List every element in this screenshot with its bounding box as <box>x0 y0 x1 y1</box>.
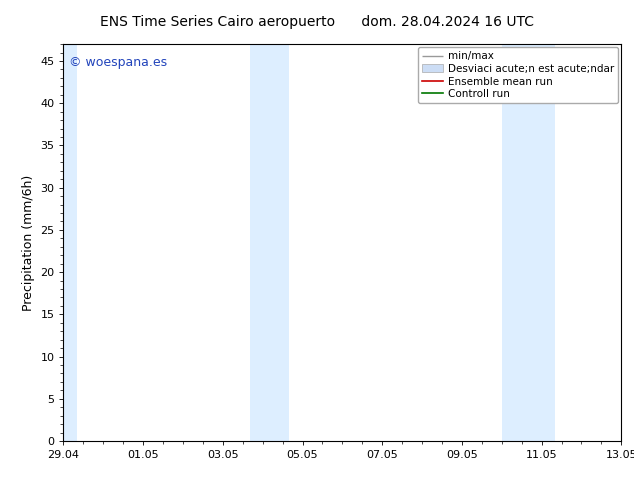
Legend: min/max, Desviaci acute;n est acute;ndar, Ensemble mean run, Controll run: min/max, Desviaci acute;n est acute;ndar… <box>418 47 618 103</box>
Bar <box>501 44 555 441</box>
Bar <box>63 44 77 441</box>
Text: ENS Time Series Cairo aeropuerto      dom. 28.04.2024 16 UTC: ENS Time Series Cairo aeropuerto dom. 28… <box>100 15 534 29</box>
Text: © woespana.es: © woespana.es <box>69 56 167 69</box>
Y-axis label: Precipitation (mm/6h): Precipitation (mm/6h) <box>22 174 35 311</box>
Bar <box>250 44 289 441</box>
